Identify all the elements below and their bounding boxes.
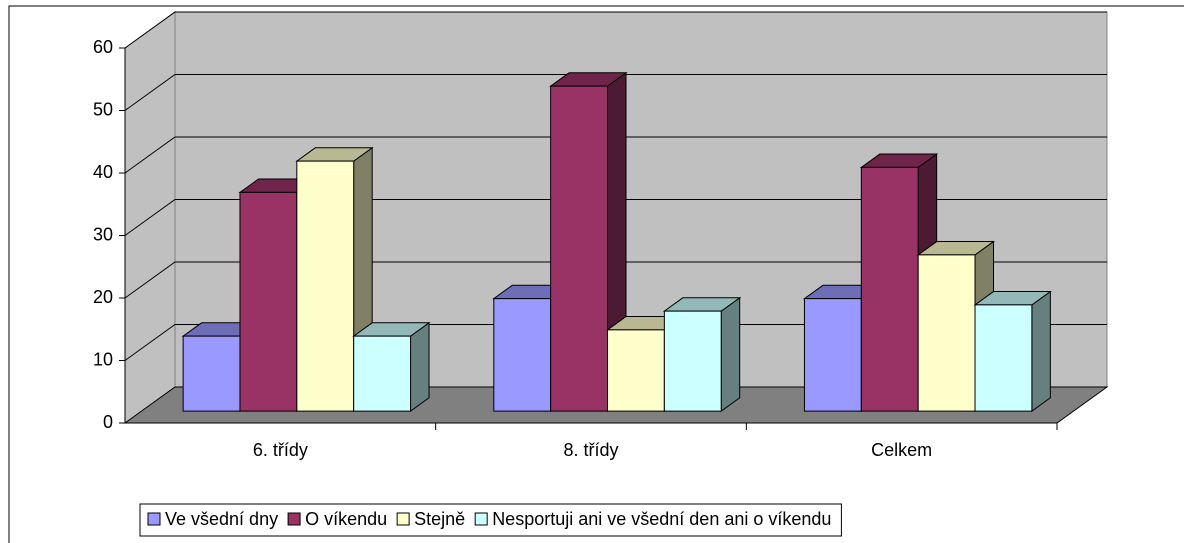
legend-swatch	[287, 512, 301, 526]
legend-label: O víkendu	[305, 509, 387, 529]
grid-line	[124, 324, 1107, 361]
bar-front	[663, 310, 722, 412]
y-tick-label: 50	[93, 99, 113, 119]
bar-front	[182, 335, 241, 412]
grid-line	[124, 199, 1107, 236]
y-tick-label: 40	[93, 162, 113, 182]
legend-label: Nesportuji ani ve všední den ani o víken…	[492, 509, 831, 529]
x-tick-label: 8. třídy	[563, 440, 618, 460]
grid-line	[124, 74, 1107, 111]
y-tick-label: 30	[93, 224, 113, 244]
bar-front	[860, 166, 919, 412]
bar-side	[410, 321, 430, 413]
y-tick-label: 60	[93, 37, 113, 57]
bar	[973, 290, 1052, 413]
legend-label: Stejně	[414, 509, 465, 529]
legend-swatch	[474, 512, 488, 526]
bar-side	[720, 296, 741, 413]
grid-line	[124, 261, 1107, 299]
x-tick-label: 6. třídy	[253, 440, 308, 460]
bar	[352, 321, 431, 413]
grid-line	[124, 11, 1107, 49]
bar-front	[239, 191, 298, 412]
legend-swatch	[396, 512, 410, 526]
legend-label: Ve všední dny	[165, 509, 278, 529]
bar-front	[803, 298, 862, 412]
bar-front	[353, 335, 412, 412]
bar-side	[1031, 290, 1051, 413]
bar-front	[917, 254, 976, 412]
x-tick-label: Celkem	[871, 440, 932, 460]
bar-front	[493, 298, 552, 412]
legend-swatch	[147, 512, 161, 526]
grid-line	[124, 136, 1107, 174]
bar-front	[296, 160, 355, 412]
y-tick-label: 20	[93, 287, 113, 307]
bar	[662, 296, 742, 413]
y-tick-label: 0	[103, 412, 113, 432]
y-tick-label: 10	[93, 349, 113, 369]
bar-front	[607, 329, 665, 412]
legend-box	[139, 503, 842, 537]
bar-front	[974, 304, 1033, 412]
bar-front	[550, 85, 609, 412]
